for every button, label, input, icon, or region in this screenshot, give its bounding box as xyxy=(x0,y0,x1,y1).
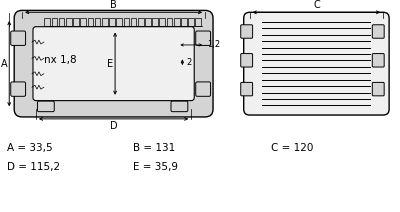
FancyBboxPatch shape xyxy=(11,31,26,45)
Bar xyxy=(138,18,144,26)
FancyBboxPatch shape xyxy=(241,25,253,38)
Bar xyxy=(167,18,172,26)
Bar xyxy=(160,18,165,26)
Bar xyxy=(145,18,151,26)
FancyBboxPatch shape xyxy=(241,54,253,67)
Bar xyxy=(188,18,194,26)
Text: D: D xyxy=(110,121,118,131)
FancyBboxPatch shape xyxy=(171,101,188,112)
Bar xyxy=(174,18,180,26)
Bar xyxy=(196,18,201,26)
Bar xyxy=(181,18,187,26)
Text: D = 115,2: D = 115,2 xyxy=(7,162,60,172)
FancyBboxPatch shape xyxy=(33,27,194,101)
FancyBboxPatch shape xyxy=(196,31,210,45)
Bar xyxy=(44,18,50,26)
Bar xyxy=(152,18,158,26)
FancyBboxPatch shape xyxy=(196,82,210,96)
Bar xyxy=(124,18,129,26)
FancyBboxPatch shape xyxy=(372,25,384,38)
Text: nx 1,8: nx 1,8 xyxy=(44,55,76,65)
FancyBboxPatch shape xyxy=(372,54,384,67)
Bar xyxy=(52,18,57,26)
Text: 1,2: 1,2 xyxy=(207,40,220,49)
FancyBboxPatch shape xyxy=(11,82,26,96)
Text: 2: 2 xyxy=(186,58,192,67)
FancyBboxPatch shape xyxy=(244,12,389,115)
Bar xyxy=(109,18,115,26)
Bar xyxy=(95,18,100,26)
Text: A: A xyxy=(1,59,7,69)
Text: E: E xyxy=(107,59,113,69)
Bar xyxy=(66,18,72,26)
Bar xyxy=(116,18,122,26)
Text: C: C xyxy=(313,0,320,10)
Text: E = 35,9: E = 35,9 xyxy=(133,162,178,172)
Bar xyxy=(88,18,93,26)
FancyBboxPatch shape xyxy=(241,82,253,96)
FancyBboxPatch shape xyxy=(38,101,54,112)
Bar xyxy=(131,18,136,26)
Text: B = 131: B = 131 xyxy=(133,143,175,153)
Bar xyxy=(102,18,108,26)
Text: B: B xyxy=(110,0,117,10)
Bar xyxy=(73,18,79,26)
Bar xyxy=(80,18,86,26)
FancyBboxPatch shape xyxy=(372,82,384,96)
Text: C = 120: C = 120 xyxy=(271,143,314,153)
FancyBboxPatch shape xyxy=(14,10,213,117)
Text: A = 33,5: A = 33,5 xyxy=(7,143,53,153)
Bar xyxy=(59,18,64,26)
